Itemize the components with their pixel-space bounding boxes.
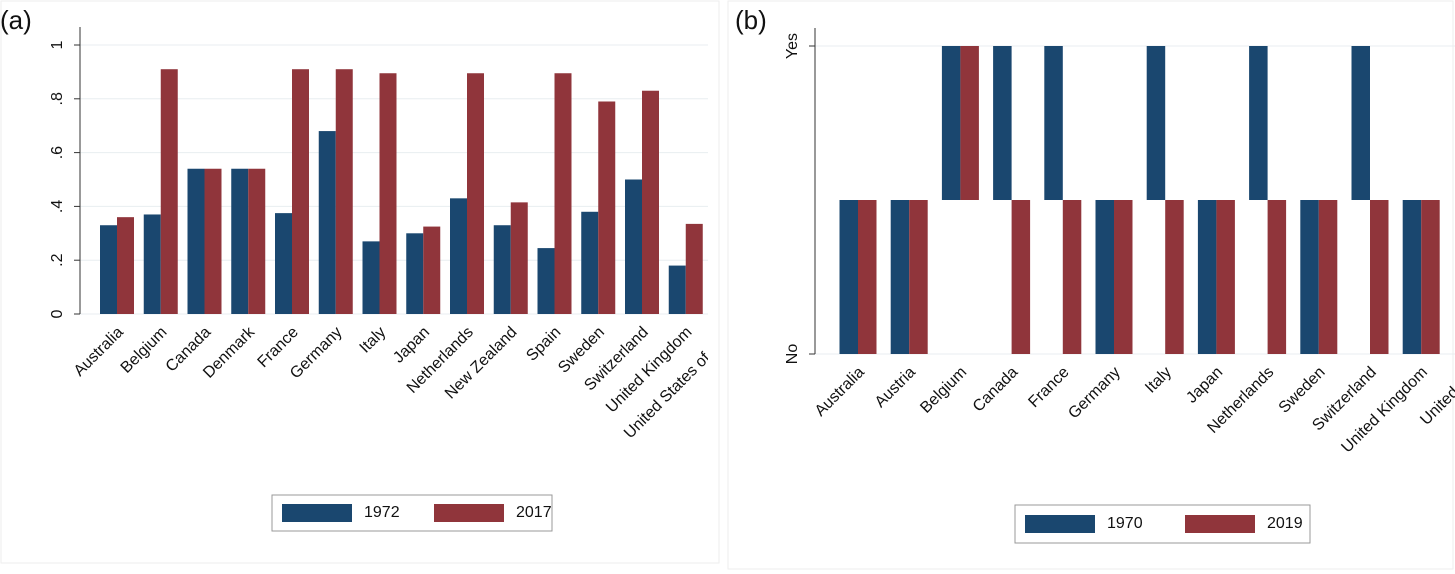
bar [379, 73, 397, 315]
bar [1062, 200, 1082, 354]
bar [581, 211, 599, 314]
legend-label: 1970 [1107, 515, 1143, 532]
bar [275, 213, 292, 314]
bar [554, 73, 572, 315]
x-tick-label: Belgium [118, 324, 171, 377]
x-tick-label: Japan [1183, 364, 1226, 407]
y-tick-label: .4 [49, 200, 66, 213]
bar [685, 223, 703, 314]
bar [1402, 200, 1422, 354]
y-tick-label: .6 [49, 146, 66, 159]
bar [625, 179, 642, 314]
x-tick-label: Spain [523, 324, 564, 365]
x-tick-label: United Kingdom [1338, 364, 1431, 457]
panel-label: (b) [735, 5, 767, 35]
bar [1165, 200, 1184, 354]
bar [318, 131, 336, 314]
bar [204, 168, 222, 314]
x-tick-label: France [1025, 364, 1072, 411]
bar [1095, 200, 1114, 354]
x-tick-label: Germany [1065, 364, 1124, 423]
x-tick-label: Italy [357, 324, 390, 357]
legend-label: 2019 [1267, 515, 1303, 532]
bar [1114, 200, 1133, 354]
bar [1216, 200, 1235, 354]
bar [1300, 200, 1319, 354]
legend-swatch [434, 504, 504, 522]
y-tick-label: No [784, 344, 801, 365]
legend-label: 2017 [516, 504, 552, 521]
bar [362, 241, 380, 314]
panel-frame [0, 0, 720, 564]
x-tick-label: Canada [970, 364, 1022, 416]
bar [993, 46, 1012, 200]
bar [1351, 46, 1370, 200]
x-tick-label: Italy [1142, 364, 1175, 397]
bar [1249, 46, 1268, 200]
bar [1044, 46, 1063, 200]
x-tick-label: Australia [812, 364, 868, 420]
bar [335, 69, 353, 315]
bar [423, 226, 441, 314]
bar [1146, 46, 1166, 200]
panel: (a)0.2.4.6.81AustraliaBelgiumCanadaDenma… [0, 5, 708, 532]
bar [493, 225, 511, 314]
bar [642, 90, 659, 314]
y-tick-label: 0 [49, 309, 66, 318]
bar [839, 200, 858, 354]
x-tick-label: Japan [390, 324, 433, 367]
bar [858, 200, 877, 354]
bar [100, 225, 117, 314]
bar [1318, 200, 1338, 354]
x-tick-label: Sweden [1276, 364, 1329, 417]
y-tick-label: Yes [784, 33, 801, 59]
bar [406, 233, 424, 314]
bar [450, 198, 467, 314]
bar [598, 101, 616, 315]
bar [160, 69, 178, 315]
bar [668, 265, 686, 314]
bar [960, 46, 979, 200]
bar [1370, 200, 1389, 354]
legend-swatch [282, 504, 352, 522]
bar [1197, 200, 1217, 354]
bar [143, 214, 161, 314]
bar [117, 217, 134, 314]
bar [467, 73, 484, 315]
bar [890, 200, 910, 354]
bar [187, 168, 205, 314]
bar [1267, 200, 1287, 354]
x-tick-label: Austria [872, 364, 919, 411]
legend-label: 1972 [364, 504, 400, 521]
y-tick-label: 1 [49, 40, 66, 49]
bar [231, 168, 249, 314]
x-tick-label: Australia [71, 324, 127, 380]
panel-frame [727, 0, 1454, 570]
bar [510, 202, 528, 314]
legend-swatch [1185, 515, 1255, 533]
y-tick-label: .2 [49, 253, 66, 266]
panel-label: (a) [0, 5, 32, 35]
y-tick-label: .8 [49, 92, 66, 105]
bar [909, 200, 928, 354]
bar [248, 168, 266, 314]
bar [1421, 200, 1440, 354]
bar [292, 69, 309, 315]
legend-swatch [1025, 515, 1095, 533]
bar [1011, 200, 1031, 354]
bar [537, 248, 555, 314]
x-tick-label: Belgium [917, 364, 970, 417]
bar [941, 46, 961, 200]
